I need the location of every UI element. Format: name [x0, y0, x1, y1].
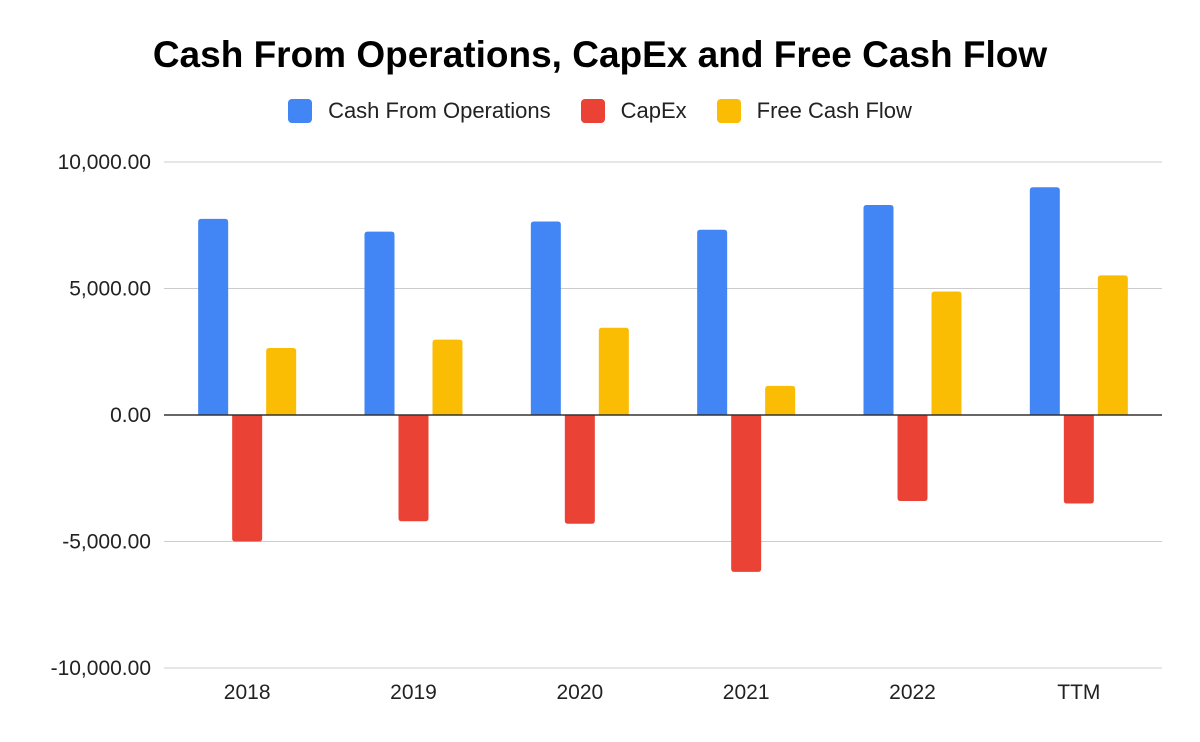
bar — [364, 231, 395, 415]
legend-item-free-cash-flow: Free Cash Flow — [716, 98, 912, 124]
bar — [731, 415, 762, 572]
legend-label-free-cash-flow: Free Cash Flow — [756, 98, 912, 123]
bar — [931, 291, 962, 415]
bar — [897, 415, 928, 502]
legend-swatch-capex — [580, 99, 605, 123]
x-tick-label: 2018 — [224, 681, 271, 704]
x-tick-label: 2020 — [556, 681, 603, 704]
x-tick-label: 2019 — [390, 681, 437, 704]
chart-title: Cash From Operations, CapEx and Free Cas… — [152, 34, 1048, 75]
legend-item-cash-from-operations: Cash From Operations — [288, 98, 551, 124]
y-tick-label: -5,000.00 — [62, 531, 151, 554]
x-tick-label: 2021 — [723, 681, 770, 704]
bar-layer — [198, 187, 1128, 572]
bar — [398, 415, 429, 522]
grid-layer — [164, 161, 1162, 669]
legend: Cash From Operations CapEx Free Cash Flo… — [0, 98, 1200, 124]
legend-label-capex: CapEx — [620, 98, 687, 123]
legend-label-cash-from-operations: Cash From Operations — [328, 98, 551, 123]
bar — [863, 205, 894, 415]
bar — [232, 415, 263, 542]
legend-swatch-free-cash-flow — [716, 99, 741, 123]
bar — [432, 339, 463, 415]
label-layer: 10,000.00 5,000.00 0.00 -5,000.00 -10,000.00… — [51, 151, 1101, 704]
y-tick-label: 0.00 — [110, 404, 151, 427]
bar — [266, 347, 297, 415]
bar — [530, 221, 561, 415]
bar — [1029, 187, 1060, 415]
bar — [198, 218, 229, 415]
bar — [598, 327, 629, 415]
bar — [564, 415, 595, 524]
bar — [1097, 275, 1128, 415]
legend-item-capex: CapEx — [580, 98, 687, 124]
bar — [765, 385, 796, 415]
legend-swatch-cash-from-operations — [288, 99, 313, 123]
x-tick-label: TTM — [1057, 681, 1100, 704]
x-tick-label: 2022 — [889, 681, 936, 704]
bar — [1063, 415, 1094, 504]
y-tick-label: -10,000.00 — [51, 657, 151, 680]
y-tick-label: 10,000.00 — [58, 151, 151, 174]
bar — [697, 229, 728, 415]
y-tick-label: 5,000.00 — [69, 278, 151, 301]
